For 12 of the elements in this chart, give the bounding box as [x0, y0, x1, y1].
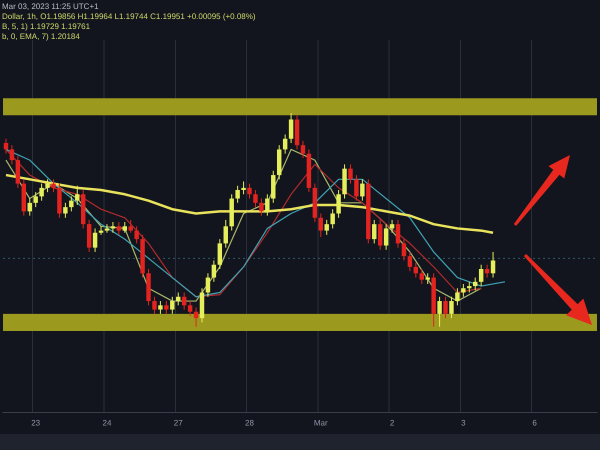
- x-tick-label: 28: [245, 418, 255, 428]
- x-tick-label: 6: [532, 418, 538, 428]
- text: B, 5, 1) 1.19729 1.19761: [2, 22, 92, 32]
- x-tick-label: 2: [390, 418, 395, 428]
- x-tick-label: 27: [174, 418, 184, 428]
- x-tick-label: Mar: [314, 418, 328, 428]
- text: b, 0, EMA, 7) 1.20184: [2, 32, 81, 42]
- x-tick-label: 24: [102, 418, 112, 428]
- x-tick-label: 23: [31, 418, 41, 428]
- text: Mar 03, 2023 11:25 UTC+1: [2, 2, 100, 12]
- text: Dollar, 1h, O1.19856 H1.19964 L1.19744 C1.19951 +0.00095 (+0.08%): [2, 12, 256, 22]
- x-tick-label: 3: [461, 418, 466, 428]
